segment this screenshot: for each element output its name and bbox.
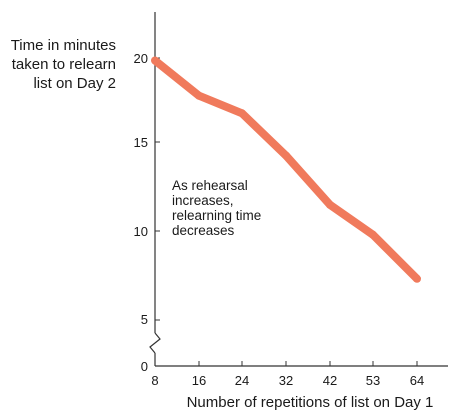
y-axis-break-mark	[149, 332, 161, 354]
data-point-16	[195, 91, 203, 100]
x-tick-label-24: 24	[235, 373, 249, 388]
y-axis-title: Time in minutes taken to relearn list on…	[11, 37, 116, 92]
x-tick-label-64: 64	[410, 373, 424, 388]
y-tick-label-0: 0	[141, 359, 148, 374]
data-point-24	[238, 109, 246, 118]
annotation-line-3: relearning time	[172, 208, 261, 223]
annotation-line-4: decreases	[172, 223, 235, 238]
x-axis-title: Number of repetitions of list on Day 1	[187, 394, 434, 411]
y-tick-label-5: 5	[141, 312, 148, 327]
y-ticks: 0 5 10 15 20	[134, 51, 160, 374]
data-point-42	[326, 200, 334, 209]
x-tick-label-42: 42	[323, 373, 337, 388]
y-tick-label-20: 20	[134, 51, 148, 66]
x-tick-label-32: 32	[279, 373, 293, 388]
x-tick-label-8: 8	[151, 373, 158, 388]
annotation-line-2: increases,	[172, 193, 234, 208]
x-tick-label-53: 53	[366, 373, 380, 388]
y-axis-title-line-1: Time in minutes	[11, 37, 116, 54]
annotation-line-1: As rehearsal	[172, 178, 248, 193]
y-tick-label-10: 10	[134, 224, 148, 239]
x-tick-label-16: 16	[192, 373, 206, 388]
y-tick-label-15: 15	[134, 135, 148, 150]
data-point-32	[282, 151, 290, 160]
y-axis-title-line-2: taken to relearn	[12, 56, 116, 73]
x-ticks: 8 16 24 32 42 53 64	[151, 361, 424, 388]
annotation: As rehearsal increases, relearning time …	[172, 178, 261, 238]
data-point-64	[413, 274, 421, 283]
data-point-53	[369, 230, 377, 239]
data-points	[151, 56, 421, 283]
data-point-8	[151, 56, 159, 65]
y-axis-title-line-3: list on Day 2	[33, 75, 116, 92]
series-line	[152, 57, 420, 282]
